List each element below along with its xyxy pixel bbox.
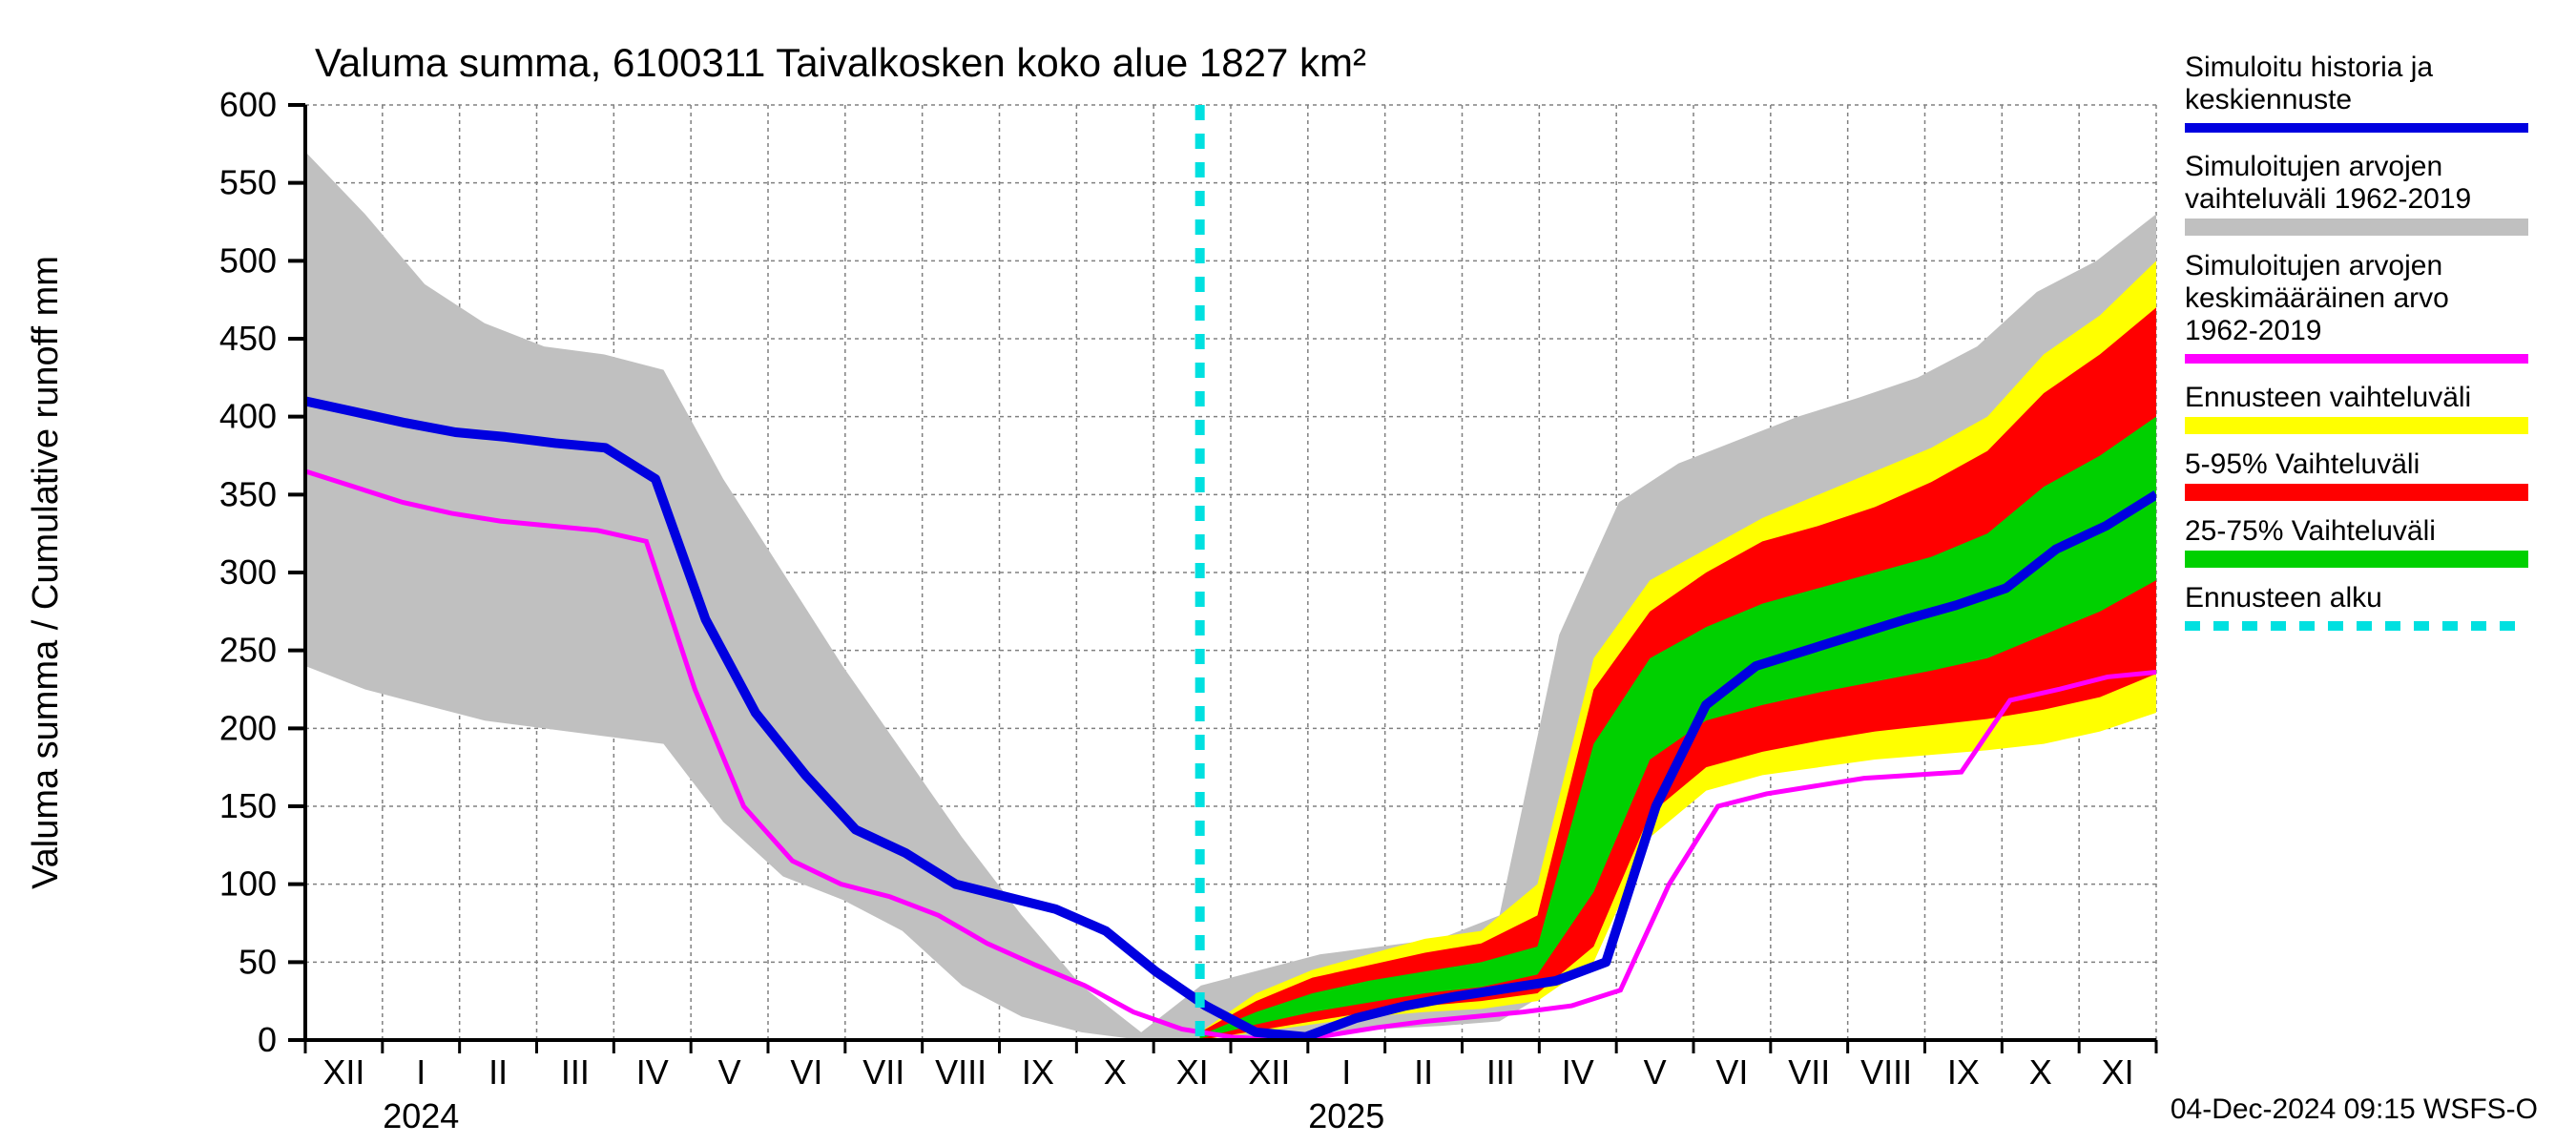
x-tick-label: I (1341, 1052, 1351, 1092)
legend-swatch (2185, 551, 2528, 568)
x-tick-label: VII (1788, 1052, 1830, 1092)
legend-label: Ennusteen vaihteluväli (2185, 382, 2471, 413)
x-tick-label: XII (1248, 1052, 1290, 1092)
y-tick-label: 400 (219, 397, 277, 436)
x-tick-label: XI (2102, 1052, 2134, 1092)
x-tick-label: VIII (1860, 1052, 1912, 1092)
x-tick-label: IV (1562, 1052, 1594, 1092)
runoff-chart: 050100150200250300350400450500550600XIII… (0, 0, 2576, 1145)
x-tick-label: V (1644, 1052, 1667, 1092)
y-axis-label: Valuma summa / Cumulative runoff mm (26, 256, 66, 889)
legend-label: 25-75% Vaihteluväli (2185, 515, 2436, 547)
y-tick-label: 600 (219, 85, 277, 124)
chart-container: 050100150200250300350400450500550600XIII… (0, 0, 2576, 1145)
footer-timestamp: 04-Dec-2024 09:15 WSFS-O (2171, 1093, 2538, 1125)
x-tick-label: IV (636, 1052, 669, 1092)
legend-label: 1962-2019 (2185, 315, 2321, 346)
legend-label: Simuloitu historia ja (2185, 52, 2433, 83)
x-tick-label: IX (1022, 1052, 1054, 1092)
y-tick-label: 300 (219, 552, 277, 592)
x-year-label: 2025 (1308, 1096, 1384, 1135)
legend-swatch (2185, 219, 2528, 236)
y-tick-label: 100 (219, 864, 277, 904)
legend-label: Ennusteen alku (2185, 582, 2382, 614)
legend-label: Simuloitujen arvojen (2185, 151, 2442, 182)
x-tick-label: II (1414, 1052, 1433, 1092)
x-tick-label: III (1486, 1052, 1515, 1092)
y-tick-label: 200 (219, 708, 277, 747)
y-tick-label: 500 (219, 240, 277, 280)
x-tick-label: IX (1947, 1052, 1980, 1092)
chart-title: Valuma summa, 6100311 Taivalkosken koko … (315, 40, 1366, 85)
x-tick-label: VI (790, 1052, 822, 1092)
x-tick-label: XI (1176, 1052, 1209, 1092)
x-tick-label: X (2029, 1052, 2052, 1092)
x-tick-label: VIII (935, 1052, 987, 1092)
legend-swatch (2185, 484, 2528, 501)
x-tick-label: V (718, 1052, 741, 1092)
x-tick-label: III (561, 1052, 590, 1092)
y-tick-label: 250 (219, 631, 277, 670)
x-tick-label: II (488, 1052, 508, 1092)
legend-label: keskimääräinen arvo (2185, 282, 2449, 314)
legend-label: Simuloitujen arvojen (2185, 250, 2442, 281)
x-tick-label: VII (862, 1052, 904, 1092)
y-tick-label: 50 (239, 942, 277, 981)
legend-swatch (2185, 417, 2528, 434)
y-tick-label: 0 (258, 1020, 277, 1059)
x-tick-label: VI (1715, 1052, 1748, 1092)
y-tick-label: 350 (219, 474, 277, 513)
legend-label: vaihteluväli 1962-2019 (2185, 183, 2471, 215)
legend-label: 5-95% Vaihteluväli (2185, 448, 2420, 480)
y-tick-label: 550 (219, 163, 277, 202)
y-tick-label: 450 (219, 319, 277, 358)
x-tick-label: X (1104, 1052, 1127, 1092)
x-tick-label: XII (322, 1052, 364, 1092)
x-year-label: 2024 (383, 1096, 459, 1135)
x-tick-label: I (416, 1052, 426, 1092)
y-tick-label: 150 (219, 786, 277, 825)
legend-label: keskiennuste (2185, 84, 2352, 115)
